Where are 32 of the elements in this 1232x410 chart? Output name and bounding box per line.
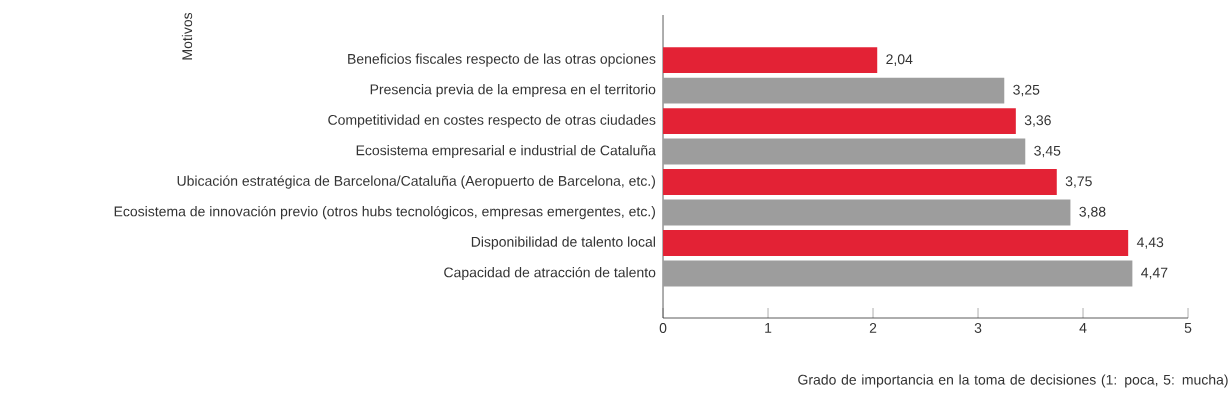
- x-axis-title: Grado de importancia en la toma de decisiones (1: poca, 5: mucha): [798, 374, 1228, 388]
- y-tick-label: Ubicación estratégica de Barcelona/Cataluña (Aeropuerto de Barcelona, etc.): [177, 175, 655, 189]
- y-tick-label: Capacidad de atracción de talento: [444, 266, 656, 281]
- data-label: 4,47: [1141, 267, 1168, 280]
- y-axis-title: Motivos: [181, 12, 193, 60]
- x-tick-label: 3: [974, 323, 982, 333]
- bar: [663, 260, 1133, 287]
- x-tick-label: 2: [869, 323, 877, 333]
- y-tick-label: Presencia previa de la empresa en el territorio: [370, 84, 656, 98]
- x-tick-label: 4: [1079, 323, 1087, 333]
- data-label: 3,36: [1024, 115, 1051, 127]
- data-label: 4,43: [1136, 237, 1164, 249]
- x-tick-label: 1: [765, 323, 772, 333]
- y-tick-label: Ecosistema de innovación previo (otros hubs tecnológicos, empresas emergentes, etc.): [114, 205, 655, 220]
- data-label: 3,88: [1079, 206, 1106, 219]
- x-tick-label: 5: [1184, 323, 1192, 333]
- y-tick-label: Ecosistema empresarial e industrial de Cataluña: [356, 145, 656, 159]
- bar: [663, 138, 1026, 165]
- data-label: 2,04: [886, 54, 913, 66]
- y-tick-label: Beneficios fiscales respecto de las otras opciones: [348, 53, 656, 67]
- bar: [663, 108, 1016, 135]
- y-tick-label: Competitividad en costes respecto de otras ciudades: [328, 114, 656, 128]
- data-label: 3,75: [1065, 176, 1092, 188]
- bar: [663, 47, 878, 74]
- x-tick-label: 0: [659, 323, 667, 333]
- bar: [663, 230, 1129, 256]
- data-label: 3,45: [1034, 145, 1061, 158]
- bar: [663, 77, 1005, 104]
- data-label: 3,25: [1013, 84, 1040, 97]
- y-tick-label: Disponibilidad de talento local: [471, 236, 655, 250]
- bar: [663, 199, 1071, 226]
- bar: [663, 169, 1057, 195]
